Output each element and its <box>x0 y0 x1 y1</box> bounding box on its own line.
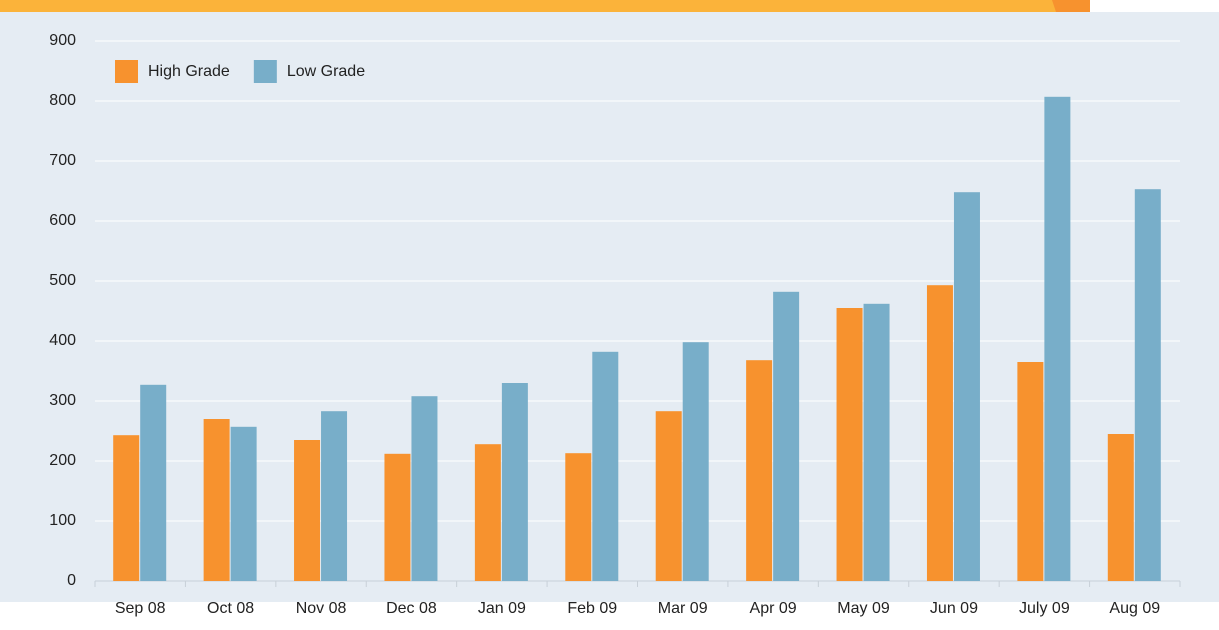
bar <box>474 444 501 581</box>
bar <box>294 440 321 581</box>
y-tick-label: 600 <box>49 212 76 229</box>
legend-label: Low Grade <box>287 63 365 80</box>
y-tick-label: 0 <box>67 572 76 589</box>
bar <box>411 396 438 581</box>
bar <box>230 426 257 581</box>
x-tick-label: Feb 09 <box>567 600 617 617</box>
bar <box>501 383 528 581</box>
legend-label: High Grade <box>148 63 230 80</box>
y-tick-label: 400 <box>49 332 76 349</box>
bar <box>863 303 890 581</box>
bar <box>953 192 980 581</box>
x-tick-label: Dec 08 <box>386 600 437 617</box>
bar <box>321 411 348 581</box>
x-tick-label: Oct 08 <box>207 600 254 617</box>
x-tick-label: Aug 09 <box>1109 600 1160 617</box>
bar <box>1017 362 1044 581</box>
bar <box>926 285 953 581</box>
y-tick-label: 700 <box>49 152 76 169</box>
bar <box>746 360 773 581</box>
bar <box>1134 189 1161 581</box>
legend-swatch <box>253 60 277 83</box>
bar <box>203 419 230 581</box>
bar <box>384 453 411 581</box>
y-tick-label: 900 <box>49 32 76 49</box>
x-tick-label: Nov 08 <box>296 600 347 617</box>
x-tick-label: Jan 09 <box>478 600 526 617</box>
bar <box>655 411 682 581</box>
legend-swatch <box>115 60 138 83</box>
top-tab <box>1052 0 1090 12</box>
bar <box>113 435 140 581</box>
y-tick-label: 800 <box>49 92 76 109</box>
bar <box>1107 434 1134 581</box>
x-tick-label: Jun 09 <box>930 600 978 617</box>
x-tick-label: Apr 09 <box>750 600 797 617</box>
bar <box>836 308 863 581</box>
y-tick-label: 500 <box>49 272 76 289</box>
bar <box>565 453 592 581</box>
x-tick-label: July 09 <box>1019 600 1070 617</box>
x-tick-label: Mar 09 <box>658 600 708 617</box>
bar <box>682 342 709 581</box>
top-band <box>0 0 1060 12</box>
x-tick-label: May 09 <box>837 600 890 617</box>
y-tick-label: 100 <box>49 512 76 529</box>
y-tick-label: 200 <box>49 452 76 469</box>
bar <box>140 384 167 581</box>
bar <box>773 291 800 581</box>
y-tick-label: 300 <box>49 392 76 409</box>
x-tick-label: Sep 08 <box>115 600 166 617</box>
bar <box>592 351 619 581</box>
bar <box>1044 96 1071 582</box>
